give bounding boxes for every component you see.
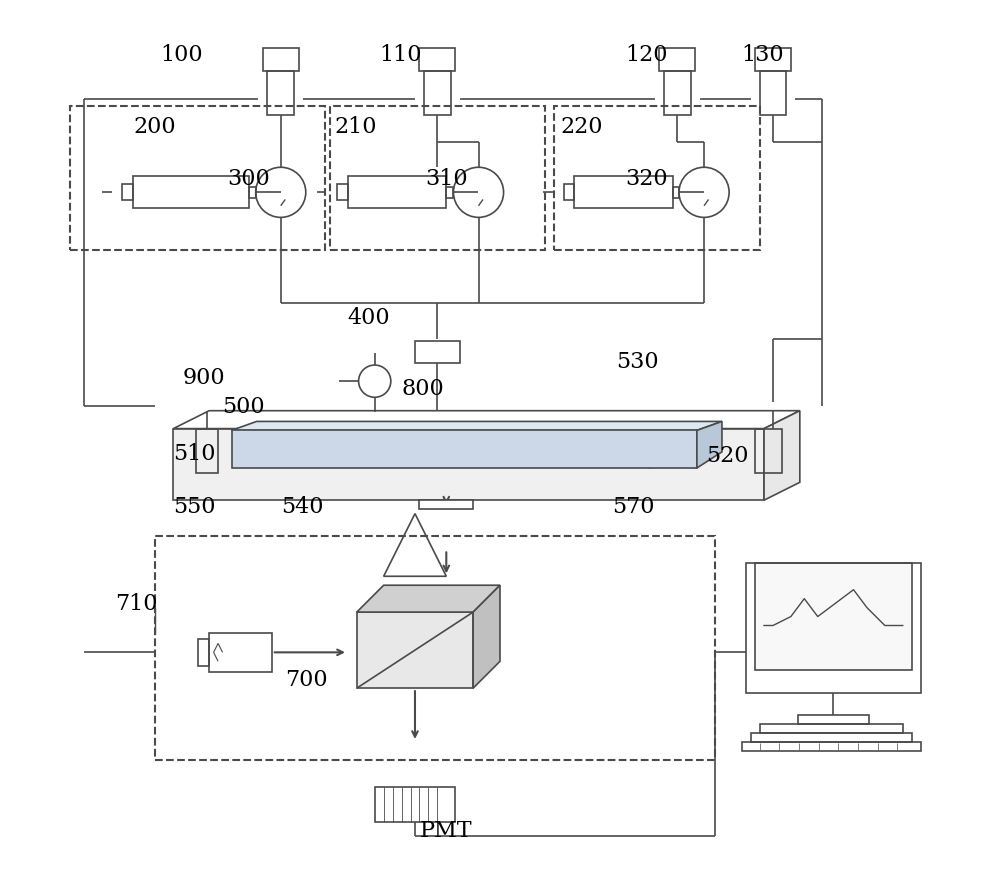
- Text: 200: 200: [133, 116, 176, 138]
- Bar: [760, 72, 786, 116]
- Text: 570: 570: [612, 496, 654, 518]
- Bar: [798, 715, 869, 724]
- Bar: [446, 188, 453, 198]
- Polygon shape: [232, 422, 722, 431]
- Bar: [122, 185, 133, 201]
- Bar: [564, 185, 574, 201]
- Text: 500: 500: [223, 396, 265, 417]
- Polygon shape: [173, 429, 764, 501]
- Bar: [348, 177, 446, 209]
- Bar: [70, 107, 325, 250]
- Text: 300: 300: [227, 168, 270, 190]
- Bar: [751, 733, 912, 742]
- Polygon shape: [357, 612, 473, 688]
- Polygon shape: [473, 586, 500, 688]
- Bar: [424, 72, 451, 116]
- Bar: [760, 724, 903, 733]
- Bar: [664, 72, 691, 116]
- Bar: [659, 49, 695, 72]
- Text: 900: 900: [182, 367, 225, 388]
- Bar: [337, 185, 348, 201]
- Text: 120: 120: [625, 45, 668, 66]
- Polygon shape: [764, 411, 800, 501]
- Bar: [267, 72, 294, 116]
- Text: 100: 100: [160, 45, 203, 66]
- Bar: [574, 177, 673, 209]
- Bar: [249, 188, 256, 198]
- Polygon shape: [357, 586, 500, 612]
- Bar: [746, 563, 921, 693]
- Text: 130: 130: [742, 45, 784, 66]
- Text: 700: 700: [285, 669, 328, 690]
- Bar: [419, 501, 473, 510]
- Bar: [742, 742, 921, 751]
- Bar: [155, 536, 715, 760]
- Bar: [375, 787, 455, 822]
- Text: 310: 310: [425, 168, 467, 190]
- Text: 800: 800: [402, 378, 444, 400]
- Text: 320: 320: [625, 168, 668, 190]
- Bar: [196, 429, 218, 474]
- Bar: [755, 429, 782, 474]
- Text: 710: 710: [115, 593, 158, 614]
- Text: 550: 550: [173, 496, 216, 518]
- Bar: [330, 107, 545, 250]
- Text: 400: 400: [348, 307, 390, 328]
- Bar: [209, 633, 272, 672]
- Text: 530: 530: [616, 351, 659, 373]
- Text: 510: 510: [173, 443, 216, 464]
- Bar: [755, 49, 791, 72]
- Bar: [419, 49, 455, 72]
- Text: 220: 220: [561, 116, 603, 138]
- Bar: [415, 342, 460, 364]
- Polygon shape: [697, 422, 722, 468]
- Bar: [755, 563, 912, 670]
- Bar: [554, 107, 760, 250]
- Text: PMT: PMT: [420, 819, 473, 840]
- Text: 540: 540: [281, 496, 323, 518]
- Bar: [673, 188, 679, 198]
- Text: 110: 110: [379, 45, 422, 66]
- Polygon shape: [232, 431, 697, 468]
- Bar: [263, 49, 299, 72]
- Bar: [198, 639, 209, 666]
- Text: 520: 520: [706, 445, 748, 467]
- Text: 210: 210: [334, 116, 377, 138]
- Bar: [133, 177, 249, 209]
